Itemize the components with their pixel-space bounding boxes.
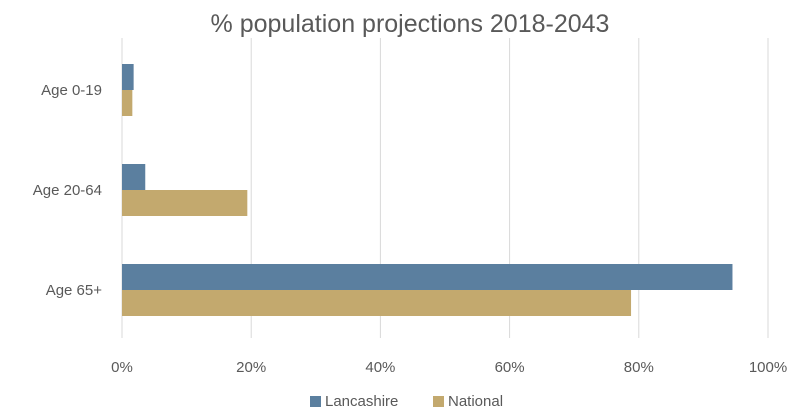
x-axis-ticks: 0% 20% 40% 60% 80% 100% <box>111 359 787 376</box>
category-label: Age 65+ <box>46 282 103 299</box>
legend-swatch-lancashire <box>310 396 321 407</box>
x-tick-label: 0% <box>111 359 133 376</box>
legend-swatch-national <box>433 396 444 407</box>
chart-title: % population projections 2018-2043 <box>211 10 610 38</box>
x-tick-label: 80% <box>624 359 654 376</box>
bar-national-age-20-64 <box>122 190 248 216</box>
x-tick-label: 40% <box>365 359 395 376</box>
bar-national-age-65- <box>122 290 632 316</box>
category-label: Age 0-19 <box>41 82 102 99</box>
legend: Lancashire National <box>310 393 503 410</box>
y-axis-categories: Age 0-19 Age 20-64 Age 65+ <box>33 82 102 299</box>
bars <box>122 64 733 316</box>
bar-lancashire-age-0-19 <box>122 64 134 90</box>
bar-lancashire-age-20-64 <box>122 164 146 190</box>
legend-label-national: National <box>448 393 503 410</box>
legend-label-lancashire: Lancashire <box>325 393 398 410</box>
x-tick-label: 20% <box>236 359 266 376</box>
category-label: Age 20-64 <box>33 182 102 199</box>
x-tick-label: 60% <box>495 359 525 376</box>
bar-lancashire-age-65- <box>122 264 733 290</box>
bar-national-age-0-19 <box>122 90 133 116</box>
x-tick-label: 100% <box>749 359 787 376</box>
